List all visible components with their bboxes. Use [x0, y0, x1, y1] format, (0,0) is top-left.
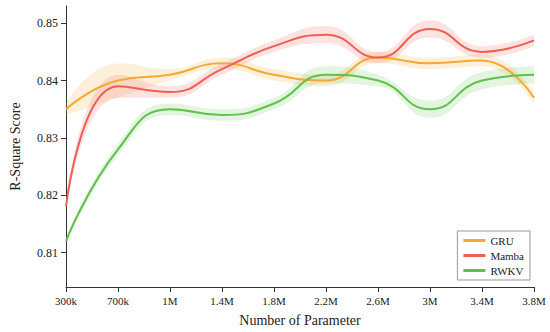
- svg-text:3M: 3M: [422, 295, 438, 307]
- svg-text:R-Square Score: R-Square Score: [8, 102, 23, 190]
- svg-text:RWKV: RWKV: [490, 265, 523, 277]
- svg-text:Number of Parameter: Number of Parameter: [239, 313, 361, 328]
- svg-text:2.6M: 2.6M: [366, 295, 390, 307]
- svg-text:1.8M: 1.8M: [262, 295, 286, 307]
- svg-text:0.82: 0.82: [37, 188, 58, 202]
- svg-text:Mamba: Mamba: [490, 250, 524, 262]
- svg-text:300k: 300k: [55, 295, 78, 307]
- svg-text:0.85: 0.85: [37, 16, 58, 30]
- svg-text:3.8M: 3.8M: [522, 295, 546, 307]
- svg-text:3.4M: 3.4M: [470, 295, 494, 307]
- svg-text:2.2M: 2.2M: [314, 295, 338, 307]
- svg-text:1.4M: 1.4M: [210, 295, 234, 307]
- svg-text:GRU: GRU: [490, 235, 513, 247]
- svg-text:0.81: 0.81: [37, 246, 58, 260]
- svg-text:700k: 700k: [107, 295, 130, 307]
- svg-text:0.83: 0.83: [37, 131, 58, 145]
- svg-text:1M: 1M: [162, 295, 178, 307]
- svg-text:0.84: 0.84: [37, 74, 58, 88]
